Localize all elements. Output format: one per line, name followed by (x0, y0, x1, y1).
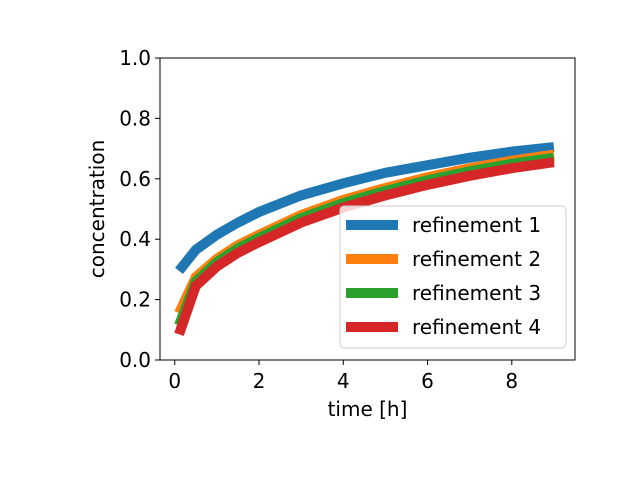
axes-layer: 0 2 4 6 8 0.0 0.2 0.4 0.6 0.8 1.0 (119, 46, 576, 393)
y-axis-label: concentration (85, 140, 109, 279)
y-tick-label: 0.4 (119, 227, 151, 251)
y-tick-label: 1.0 (119, 46, 151, 70)
y-tick-label: 0.8 (119, 106, 151, 130)
x-tick-label: 2 (253, 369, 266, 393)
y-tick-label: 0.0 (119, 348, 151, 372)
x-axis-label: time [h] (328, 397, 408, 421)
series-line-1 (175, 142, 555, 275)
plot-frame (159, 57, 576, 361)
legend-label: refinement 1 (412, 213, 541, 237)
y-tick-label: 0.6 (119, 167, 151, 191)
y-tick-label: 0.2 (119, 288, 151, 312)
x-tick-label: 6 (421, 369, 434, 393)
legend: refinement 1 refinement 2 refinement 3 refi… (339, 205, 567, 349)
x-tick-label: 8 (505, 369, 518, 393)
series-line-4 (174, 157, 555, 336)
x-tick-label: 4 (337, 369, 350, 393)
legend-label: refinement 2 (412, 247, 541, 271)
series-layer (174, 142, 555, 336)
legend-box (339, 205, 567, 349)
legend-label: refinement 4 (412, 315, 541, 339)
legend-label: refinement 3 (412, 281, 541, 305)
x-tick-label: 0 (168, 369, 181, 393)
